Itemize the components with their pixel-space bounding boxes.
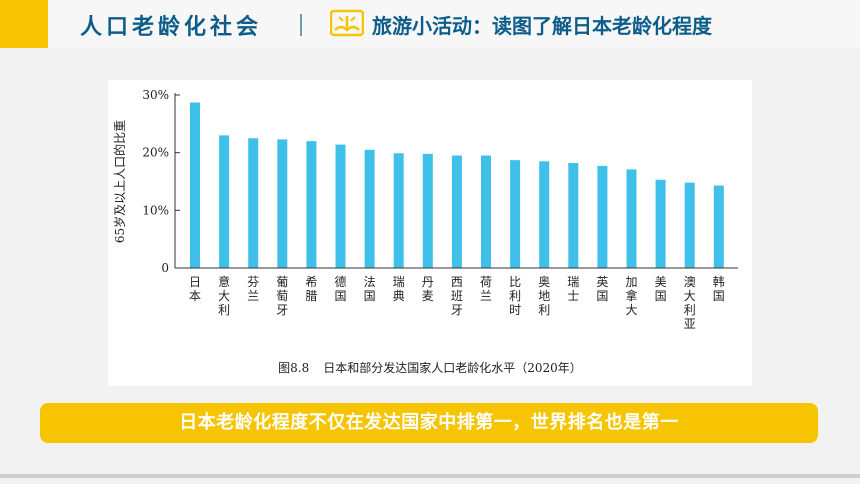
x-tick-label: 奥地利 [538, 275, 550, 317]
bar [539, 161, 550, 268]
y-tick-label: 0 [161, 261, 169, 275]
bar [306, 141, 317, 268]
header-bar: 人口老龄化社会 旅游小活动：读图了解日本老龄化程度 [0, 0, 860, 48]
x-tick-label: 丹麦 [422, 275, 434, 303]
x-tick-label: 英国 [596, 275, 608, 303]
activity-title: 旅游小活动：读图了解日本老龄化程度 [372, 14, 712, 38]
x-tick-label: 美国 [655, 275, 667, 303]
y-tick-label: 20% [142, 146, 169, 160]
bar [219, 135, 230, 268]
x-tick-label: 比利时 [509, 275, 521, 317]
x-tick-label: 意大利 [218, 274, 230, 317]
y-axis-ticks: 0 10% 20% 30% [142, 88, 180, 275]
header-divider [300, 14, 302, 36]
x-tick-label: 荷兰 [480, 275, 492, 303]
y-tick-label: 10% [142, 203, 169, 217]
x-tick-label: 澳大利亚 [684, 275, 696, 331]
figure-number: 图8.8 [278, 361, 310, 375]
bar [364, 149, 375, 268]
x-tick-label: 希腊 [305, 274, 317, 303]
bar [597, 165, 608, 268]
figure-panel: 0 10% 20% 30% 日本 意大利 芬兰 葡萄牙 希腊 德国 法国 瑞典 丹麦 西班牙 荷兰 比利时 奥… [108, 80, 752, 386]
header-accent-strip [0, 0, 48, 48]
y-tick-label: 30% [142, 88, 169, 102]
conclusion-banner: 日本老龄化程度不仅在发达国家中排第一，世界排名也是第一 [40, 403, 818, 443]
bar [277, 139, 288, 268]
section-title: 人口老龄化社会 [80, 15, 263, 40]
book-icon [330, 9, 364, 37]
bar [713, 185, 724, 268]
y-axis-label: 65岁及以上人口的比重 [112, 120, 127, 243]
bar [451, 155, 462, 268]
bar [626, 169, 637, 268]
bars [190, 102, 724, 268]
x-tick-label: 法国 [364, 275, 376, 303]
footer-line [0, 474, 860, 478]
bar [568, 163, 579, 268]
conclusion-text: 日本老龄化程度不仅在发达国家中排第一，世界排名也是第一 [179, 412, 679, 433]
bar [655, 179, 666, 268]
bar [190, 102, 200, 268]
bar [248, 138, 259, 268]
x-tick-label: 德国 [334, 274, 346, 303]
x-tick-label: 韩国 [713, 274, 725, 303]
bar [422, 153, 433, 268]
bar [335, 144, 346, 268]
bar [393, 153, 404, 268]
x-tick-label: 芬兰 [247, 275, 259, 303]
figure-caption: 图8.8 日本和部分发达国家人口老龄化水平（2020年） [108, 359, 752, 376]
x-tick-label: 日本 [189, 275, 201, 303]
bar [510, 160, 521, 268]
bar [481, 155, 491, 268]
x-tick-label: 加拿大 [625, 275, 637, 317]
x-tick-label: 瑞典 [393, 275, 405, 303]
x-tick-label: 瑞士 [567, 275, 579, 303]
x-tick-label: 葡萄牙 [276, 275, 288, 317]
figure-caption-text: 日本和部分发达国家人口老龄化水平（2020年） [323, 361, 582, 375]
x-tick-label: 西班牙 [451, 275, 463, 317]
bar [684, 182, 695, 268]
